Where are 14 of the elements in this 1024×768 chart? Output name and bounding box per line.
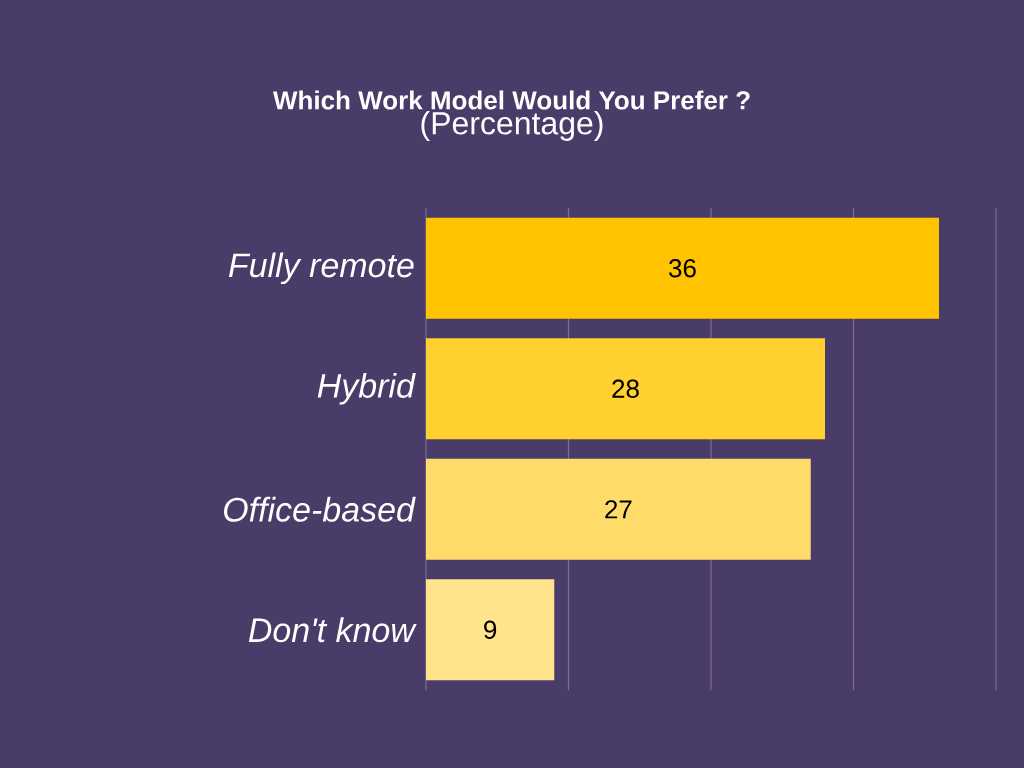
data-label: 27 <box>605 500 632 519</box>
bar <box>426 217 939 319</box>
data-label: 36 <box>669 259 696 278</box>
y-tick-label: Fully remote <box>228 252 414 285</box>
data-label: 9 <box>484 620 497 639</box>
bar <box>426 579 555 681</box>
bar <box>426 338 825 440</box>
data-label: 28 <box>612 379 639 398</box>
bar <box>426 458 811 560</box>
y-tick-label: Office-based <box>224 496 416 522</box>
chart-subtitle: (Percentage) <box>421 111 603 141</box>
y-tick-label: Hybrid <box>317 372 416 405</box>
chart-title: Which Work Model Would You Prefer ? <box>272 90 750 110</box>
y-tick-label: Don't know <box>248 617 417 643</box>
